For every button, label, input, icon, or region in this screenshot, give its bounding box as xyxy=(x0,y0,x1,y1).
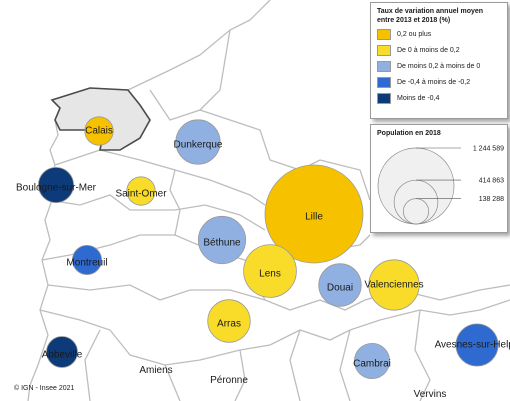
legend-class-label: De -0,4 à moins de -0,2 xyxy=(397,79,471,86)
circle-bethune xyxy=(197,215,247,265)
legend-swatch xyxy=(377,77,391,88)
circle-valenciennes xyxy=(368,259,420,311)
label-dunkerque: Dunkerque xyxy=(174,140,223,151)
legend-population-title: Population en 2018 xyxy=(377,130,441,137)
circle-douai xyxy=(318,263,362,307)
label-avesnes-sur-helpe: Avesnes-sur-Helpe xyxy=(435,340,510,351)
legend-pop-value-1: 414 863 xyxy=(479,178,504,185)
circle-montreuil xyxy=(72,244,103,275)
legend-pop-value-0: 1 244 589 xyxy=(473,146,504,153)
circle-lille xyxy=(264,164,364,264)
legend-class-1: De 0 à moins de 0,2 xyxy=(377,44,507,57)
label-cambrai: Cambrai xyxy=(353,359,391,370)
credit-text: © IGN - Insee 2021 xyxy=(14,384,75,392)
circle-avesnes-sur-helpe xyxy=(455,323,499,367)
circle-calais xyxy=(84,116,114,146)
label-arras: Arras xyxy=(217,319,241,330)
circle-saint-omer xyxy=(126,176,156,206)
circle-boulogne-sur-mer xyxy=(38,166,75,203)
label-peronne: Péronne xyxy=(210,375,248,386)
legend-class-4: Moins de -0,4 xyxy=(377,92,507,105)
legend-class-label: De moins 0,2 à moins de 0 xyxy=(397,63,481,70)
legend-swatch xyxy=(377,29,391,40)
label-amiens: Amiens xyxy=(139,365,172,376)
label-vervins: Vervins xyxy=(414,389,447,400)
legend-growth-rate: Taux de variation annuel moyen entre 201… xyxy=(370,2,508,119)
label-abbeville: Abbeville xyxy=(42,350,83,361)
circle-lens xyxy=(243,244,297,298)
label-saint-omer: Saint-Omer xyxy=(115,189,167,200)
legend-class-label: Moins de -0,4 xyxy=(397,95,440,102)
circle-abbeville xyxy=(46,336,78,368)
legend-class-label: De 0 à moins de 0,2 xyxy=(397,47,460,54)
legend-swatch xyxy=(377,45,391,56)
legend-pop-value-2: 138 288 xyxy=(479,196,504,203)
legend-swatch xyxy=(377,93,391,104)
label-boulogne-sur-mer: Boulogne-sur-Mer xyxy=(16,183,97,194)
zone-circles xyxy=(38,116,499,379)
legend-swatch xyxy=(377,61,391,72)
zone-labels: Calais Dunkerque Boulogne-sur-Mer Saint-Ome… xyxy=(16,126,510,400)
legend-growth-rate-classes: 0,2 ou plus De 0 à moins de 0,2 De moins 0… xyxy=(371,28,507,105)
legend-population: Population en 2018 1 244 589 414 863 138 2… xyxy=(370,124,508,233)
label-lille: Lille xyxy=(305,212,323,223)
label-bethune: Béthune xyxy=(203,238,241,249)
label-calais: Calais xyxy=(85,126,113,137)
legend-growth-rate-title: Taux de variation annuel moyen entre 201… xyxy=(377,8,484,24)
legend-class-2: De moins 0,2 à moins de 0 xyxy=(377,60,507,73)
legend-population-circles: 1 244 589 414 863 138 288 xyxy=(377,146,504,225)
legend-class-label: 0,2 ou plus xyxy=(397,31,432,38)
label-valenciennes: Valenciennes xyxy=(364,280,423,291)
circle-dunkerque xyxy=(175,119,221,165)
label-montreuil: Montreuil xyxy=(66,258,107,269)
label-douai: Douai xyxy=(327,283,353,294)
circle-arras xyxy=(207,299,251,343)
legend-class-3: De -0,4 à moins de -0,2 xyxy=(377,76,507,89)
label-lens: Lens xyxy=(259,269,281,280)
legend-pop-circle-2 xyxy=(402,198,430,225)
legend-class-0: 0,2 ou plus xyxy=(377,28,507,41)
circle-cambrai xyxy=(353,342,390,379)
